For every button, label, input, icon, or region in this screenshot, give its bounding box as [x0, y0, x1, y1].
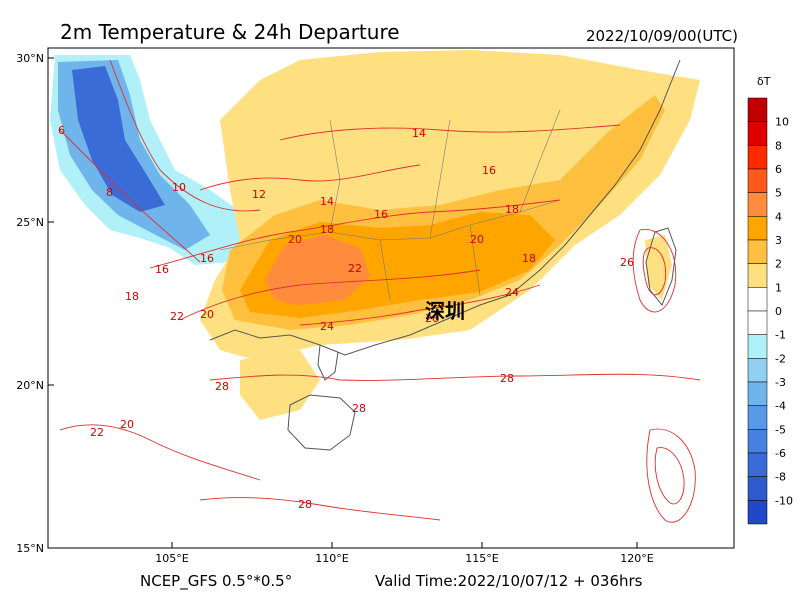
contour-label: 18	[522, 252, 536, 265]
colorbar-level-label: -6	[775, 447, 786, 460]
colorbar-swatch	[747, 121, 768, 146]
lat-tick-label: 15°N	[16, 542, 44, 555]
contour-label: 28	[298, 498, 312, 511]
colorbar-swatch	[747, 310, 768, 335]
contour-label: 6	[58, 124, 65, 137]
colorbar-level-label: 0	[775, 305, 782, 318]
warm-anomaly-core	[265, 235, 370, 305]
lon-tick-label: 115°E	[465, 552, 498, 565]
cold-anomaly-core	[72, 66, 165, 212]
colorbar-swatch	[747, 192, 768, 217]
chart-title: 2m Temperature & 24h Departure	[60, 20, 400, 44]
lat-tick-label: 25°N	[16, 216, 44, 229]
footer-valid-time: Valid Time:2022/10/07/12 + 036hrs	[375, 572, 643, 590]
colorbar-swatch	[747, 239, 768, 264]
contour-label: 14	[412, 127, 426, 140]
contour-label: 18	[505, 203, 519, 216]
colorbar-level-label: 8	[775, 139, 782, 152]
contour-label: 10	[172, 181, 186, 194]
colorbar-level-label: 2	[775, 258, 782, 271]
contour-label: 16	[200, 252, 214, 265]
taiwan-island	[645, 227, 677, 306]
colorbar-level-label: -5	[775, 423, 786, 436]
colorbar-level-label: 10	[775, 116, 789, 129]
colorbar-level-label: 4	[775, 210, 782, 223]
contour-label: 24	[505, 286, 519, 299]
colorbar-swatch	[747, 145, 768, 170]
lon-tick-label: 110°E	[315, 552, 348, 565]
colorbar-swatch	[747, 500, 768, 525]
valid-timestamp: 2022/10/09/00(UTC)	[585, 27, 738, 45]
colorbar-swatch	[747, 405, 768, 430]
province-borders	[219, 109, 561, 301]
colorbar-swatch	[747, 287, 768, 312]
contour-label: 22	[90, 426, 104, 439]
contour-label: 22	[348, 262, 362, 275]
contour-label: 16	[374, 208, 388, 221]
colorbar-level-label: 6	[775, 163, 782, 176]
coastline	[209, 59, 681, 356]
colorbar-swatch	[747, 168, 768, 193]
colorbar-level-label: -3	[775, 376, 786, 389]
contour-label: 14	[320, 195, 334, 208]
hainan-island	[287, 394, 356, 451]
contour-label: 28	[215, 380, 229, 393]
colorbar-level-label: -8	[775, 471, 786, 484]
colorbar-swatch	[747, 263, 768, 288]
map-layers: 6 8 10 12 14 14 16 16 16 16 18 18 18 18 …	[50, 50, 701, 523]
contour-label: 24	[320, 320, 334, 333]
colorbar-level-label: -2	[775, 352, 786, 365]
contour-label: 28	[500, 372, 514, 385]
colorbar-level-label: -4	[775, 400, 786, 413]
warm-anomaly-light-south	[240, 350, 320, 420]
taiwan-warm-spot	[645, 235, 672, 300]
contour-label: 16	[155, 263, 169, 276]
colorbar-level-label: 5	[775, 187, 782, 200]
colorbar-level-label: 3	[775, 234, 782, 247]
contour-label: 20	[200, 308, 214, 321]
colorbar-swatch	[747, 452, 768, 477]
footer-model: NCEP_GFS 0.5°*0.5°	[140, 572, 293, 590]
contour-label: 18	[320, 223, 334, 236]
lat-tick-label: 30°N	[16, 52, 44, 65]
colorbar-swatch	[747, 334, 768, 359]
map-frame	[47, 47, 735, 549]
contour-label: 18	[125, 290, 139, 303]
lat-tick-label: 20°N	[16, 379, 44, 392]
colorbar-swatch	[747, 358, 768, 383]
colorbar-swatch	[747, 381, 768, 406]
contour-label: 20	[120, 418, 134, 431]
contour-label: 12	[252, 188, 266, 201]
contour-label: 26	[425, 312, 439, 325]
contour-label: 20	[288, 233, 302, 246]
colorbar-level-label: 1	[775, 281, 782, 294]
contour-label: 16	[482, 164, 496, 177]
colorbar-title: δT	[757, 75, 771, 88]
lon-tick-label: 105°E	[155, 552, 188, 565]
contour-label: 22	[170, 310, 184, 323]
contour-label: 26	[620, 256, 634, 269]
colorbar-swatch	[747, 476, 768, 501]
contour-label: 28	[352, 402, 366, 415]
temperature-contours	[59, 59, 701, 523]
contour-label: 8	[106, 186, 113, 199]
colorbar-level-label: -1	[775, 329, 786, 342]
contour-label: 20	[470, 233, 484, 246]
leizhou-peninsula	[317, 344, 339, 381]
colorbar-swatch	[747, 429, 768, 454]
colorbar-swatch	[747, 97, 768, 122]
city-label-shenzhen: 深圳	[425, 299, 465, 323]
colorbar-swatch	[747, 216, 768, 241]
lon-tick-label: 120°E	[620, 552, 653, 565]
colorbar-level-label: -10	[775, 494, 793, 507]
axis-ticks	[48, 57, 638, 549]
